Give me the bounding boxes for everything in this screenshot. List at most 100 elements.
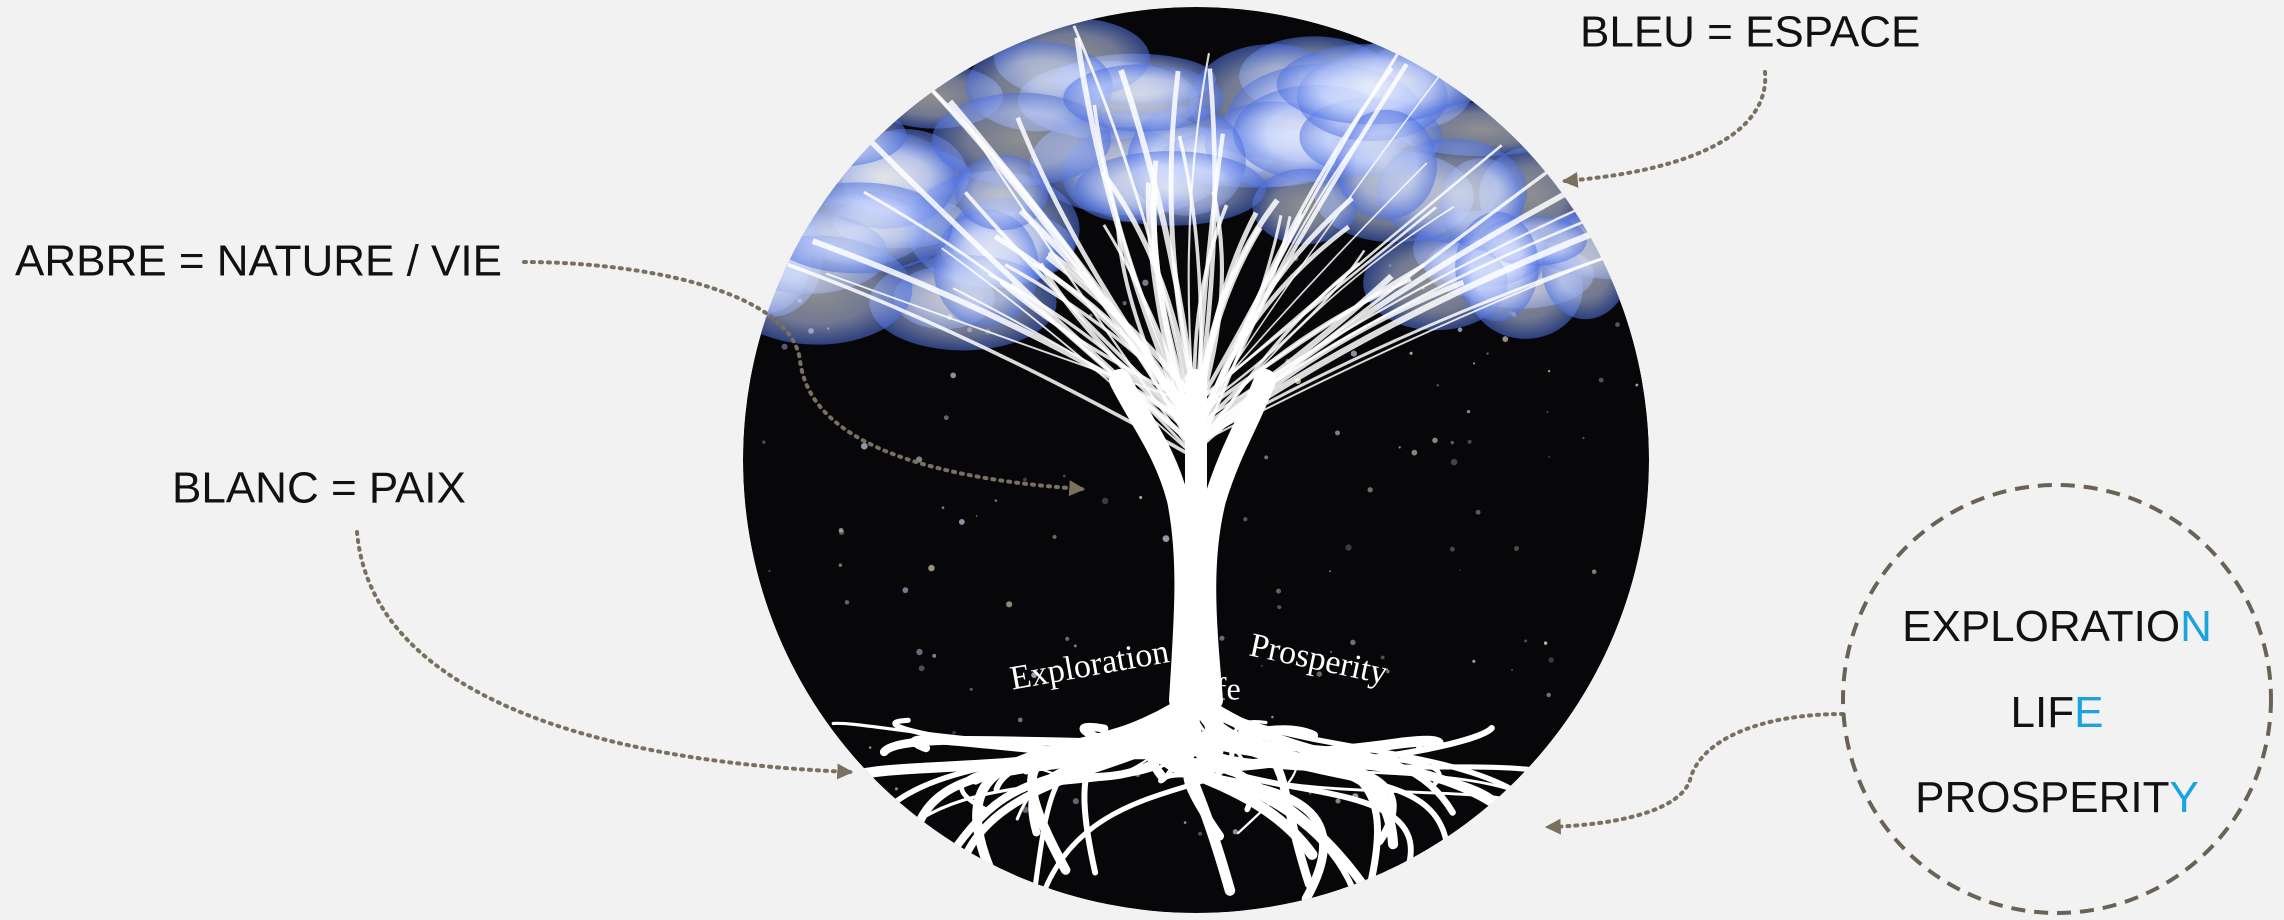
- star: [1514, 546, 1519, 551]
- star: [1184, 821, 1187, 824]
- star: [1635, 384, 1638, 387]
- star: [1329, 570, 1331, 572]
- star: [1432, 438, 1437, 443]
- star: [1632, 720, 1638, 726]
- label: ARBRE = NATURE / VIE: [15, 237, 502, 286]
- star: [1467, 410, 1470, 413]
- star: [741, 308, 748, 315]
- leaf-cluster: [1455, 212, 1539, 321]
- star: [1335, 798, 1340, 803]
- acronym-word: PROSPERIT: [1915, 773, 2169, 822]
- star: [1074, 644, 1077, 647]
- star: [1472, 660, 1475, 663]
- star: [902, 587, 908, 593]
- star: [768, 570, 770, 572]
- star: [1264, 455, 1268, 459]
- star: [995, 499, 998, 502]
- star: [1198, 832, 1202, 836]
- star: [1552, 786, 1557, 791]
- acronym-line: EXPLORATION: [1902, 602, 2212, 651]
- star: [1544, 641, 1547, 644]
- star: [1006, 601, 1012, 607]
- star: [944, 415, 949, 420]
- acronym-letter: N: [2180, 602, 2212, 651]
- star: [1368, 487, 1373, 492]
- star: [1243, 517, 1247, 521]
- star: [1335, 430, 1340, 435]
- star: [1615, 322, 1620, 327]
- star: [1023, 478, 1027, 482]
- star: [919, 665, 925, 671]
- star: [1628, 723, 1633, 728]
- star: [942, 506, 945, 509]
- star: [770, 799, 772, 801]
- tree-image: Exploration Life Prosperity: [696, 7, 1758, 919]
- star: [1065, 637, 1069, 641]
- arrow: [1548, 714, 1843, 827]
- star: [782, 344, 788, 350]
- acronym-line: LIFE: [2011, 688, 2104, 737]
- star: [777, 842, 783, 848]
- star: [1102, 498, 1109, 505]
- star: [895, 787, 898, 790]
- star: [1163, 535, 1170, 542]
- acronym-letter: E: [2074, 688, 2103, 737]
- star: [932, 654, 936, 658]
- star: [1063, 474, 1066, 477]
- star: [1502, 336, 1508, 342]
- star: [1547, 411, 1549, 413]
- label: BLEU = ESPACE: [1580, 8, 1920, 57]
- star: [1473, 362, 1475, 364]
- star: [1351, 351, 1357, 357]
- star: [1620, 779, 1624, 783]
- star: [1548, 456, 1550, 458]
- star: [1073, 798, 1079, 804]
- star: [1451, 441, 1454, 444]
- star: [869, 746, 871, 748]
- star: [1139, 496, 1142, 499]
- star: [1640, 784, 1646, 790]
- star: [916, 649, 922, 655]
- star: [1271, 716, 1273, 718]
- slide: Exploration Life Prosperity BLEU = ESPAC…: [0, 0, 2284, 920]
- star: [1411, 450, 1417, 456]
- star: [839, 563, 843, 567]
- star: [740, 532, 744, 536]
- star: [1219, 636, 1224, 641]
- star: [1547, 693, 1551, 697]
- star: [1476, 510, 1481, 515]
- acronym-line: PROSPERITY: [1915, 773, 2199, 822]
- star: [970, 688, 973, 691]
- star: [1410, 352, 1413, 355]
- star: [750, 825, 752, 827]
- star: [1458, 327, 1463, 332]
- star: [1350, 640, 1355, 645]
- star: [1570, 752, 1576, 758]
- star: [1592, 569, 1597, 574]
- star: [1624, 653, 1628, 657]
- star: [976, 515, 978, 517]
- star: [861, 443, 868, 450]
- star: [762, 440, 765, 443]
- page: Exploration Life Prosperity BLEU = ESPAC…: [0, 0, 2284, 920]
- star: [1451, 459, 1458, 466]
- star: [1459, 570, 1461, 572]
- star: [1582, 437, 1584, 439]
- star: [1594, 835, 1596, 837]
- star: [1548, 657, 1554, 663]
- leaf-cluster: [1607, 205, 1758, 318]
- star: [950, 373, 956, 379]
- star: [1450, 547, 1455, 552]
- star: [1276, 589, 1281, 594]
- star: [952, 731, 956, 735]
- acronym-word: EXPLORATIO: [1902, 602, 2180, 651]
- star: [845, 600, 849, 604]
- star: [780, 789, 782, 791]
- star: [1142, 280, 1148, 286]
- acronym-letter: Y: [2169, 773, 2198, 822]
- star: [839, 528, 844, 533]
- star: [1052, 535, 1056, 539]
- star: [1468, 440, 1472, 444]
- star: [1018, 718, 1023, 723]
- star: [1437, 384, 1439, 386]
